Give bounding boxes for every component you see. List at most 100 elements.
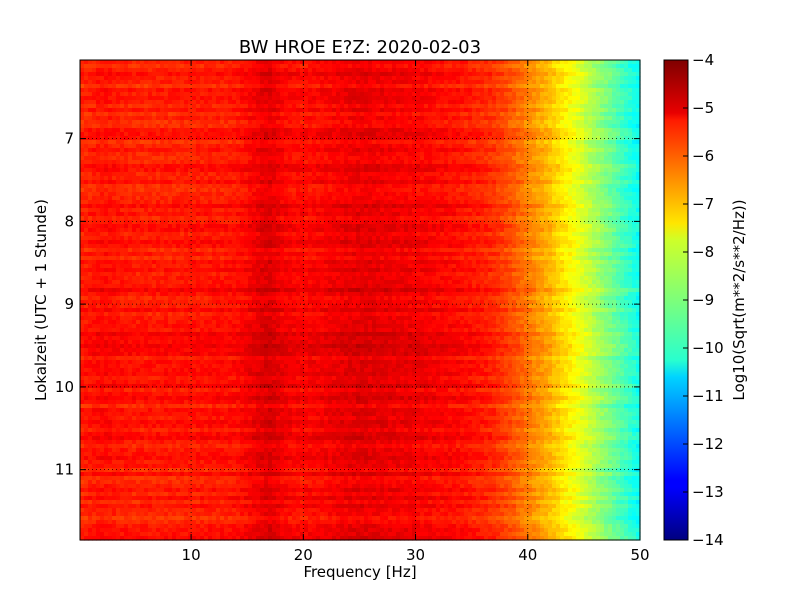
heatmap-cell bbox=[120, 156, 125, 161]
heatmap-cell bbox=[184, 196, 189, 201]
heatmap-cell bbox=[516, 92, 521, 97]
heatmap-cell bbox=[212, 164, 217, 169]
heatmap-cell bbox=[216, 108, 221, 113]
heatmap-cell bbox=[384, 76, 389, 81]
heatmap-cell bbox=[620, 152, 625, 157]
heatmap-cell bbox=[348, 188, 353, 193]
heatmap-cell bbox=[504, 60, 509, 65]
heatmap-cell bbox=[360, 168, 365, 173]
heatmap-cell bbox=[200, 140, 205, 145]
heatmap-cell bbox=[188, 120, 193, 125]
heatmap-cell bbox=[228, 160, 233, 165]
heatmap-cell bbox=[588, 196, 593, 201]
heatmap-cell bbox=[280, 148, 285, 153]
heatmap-cell bbox=[84, 92, 89, 97]
heatmap-cell bbox=[260, 168, 265, 173]
heatmap-cell bbox=[476, 112, 481, 117]
heatmap-cell bbox=[440, 180, 445, 185]
heatmap-cell bbox=[328, 136, 333, 141]
heatmap-cell bbox=[420, 180, 425, 185]
heatmap-cell bbox=[200, 164, 205, 169]
heatmap-cell bbox=[152, 120, 157, 125]
heatmap-cell bbox=[448, 144, 453, 149]
heatmap-cell bbox=[180, 184, 185, 189]
heatmap-cell bbox=[496, 96, 501, 101]
heatmap-cell bbox=[596, 72, 601, 77]
heatmap-cell bbox=[444, 140, 449, 145]
heatmap-cell bbox=[424, 112, 429, 117]
heatmap-cell bbox=[612, 108, 617, 113]
heatmap-cell bbox=[608, 76, 613, 81]
heatmap-cell bbox=[216, 120, 221, 125]
heatmap-cell bbox=[156, 136, 161, 141]
heatmap-cell bbox=[168, 108, 173, 113]
heatmap-cell bbox=[568, 152, 573, 157]
heatmap-cell bbox=[496, 188, 501, 193]
heatmap-cell bbox=[276, 104, 281, 109]
heatmap-cell bbox=[112, 148, 117, 153]
heatmap-cell bbox=[588, 108, 593, 113]
heatmap-cell bbox=[428, 148, 433, 153]
heatmap-cell bbox=[124, 172, 129, 177]
heatmap-cell bbox=[288, 120, 293, 125]
heatmap-cell bbox=[576, 152, 581, 157]
heatmap-cell bbox=[240, 168, 245, 173]
heatmap-cell bbox=[196, 168, 201, 173]
heatmap-cell bbox=[196, 192, 201, 197]
heatmap-cell bbox=[196, 156, 201, 161]
heatmap-cell bbox=[504, 140, 509, 145]
heatmap-cell bbox=[564, 148, 569, 153]
heatmap-cell bbox=[604, 116, 609, 121]
heatmap-cell bbox=[624, 76, 629, 81]
heatmap-cell bbox=[160, 188, 165, 193]
heatmap-cell bbox=[144, 96, 149, 101]
heatmap-cell bbox=[320, 124, 325, 129]
heatmap-cell bbox=[128, 148, 133, 153]
heatmap-cell bbox=[632, 84, 637, 89]
heatmap-cell bbox=[540, 184, 545, 189]
heatmap-cell bbox=[188, 156, 193, 161]
heatmap-cell bbox=[484, 148, 489, 153]
heatmap-cell bbox=[436, 188, 441, 193]
heatmap-cell bbox=[208, 64, 213, 69]
heatmap-cell bbox=[620, 68, 625, 73]
heatmap-cell bbox=[484, 112, 489, 117]
heatmap-cell bbox=[216, 176, 221, 181]
heatmap-cell bbox=[84, 116, 89, 121]
heatmap-cell bbox=[360, 148, 365, 153]
heatmap-cell bbox=[244, 128, 249, 133]
heatmap-cell bbox=[252, 188, 257, 193]
heatmap-cell bbox=[236, 148, 241, 153]
heatmap-cell bbox=[280, 76, 285, 81]
heatmap-cell bbox=[376, 76, 381, 81]
heatmap-cell bbox=[452, 144, 457, 149]
heatmap-cell bbox=[628, 84, 633, 89]
heatmap-cell bbox=[308, 152, 313, 157]
heatmap-cell bbox=[132, 128, 137, 133]
heatmap-cell bbox=[260, 196, 265, 201]
heatmap-cell bbox=[296, 196, 301, 201]
heatmap-cell bbox=[356, 200, 361, 205]
heatmap-cell bbox=[428, 200, 433, 205]
heatmap-cell bbox=[100, 164, 105, 169]
heatmap-cell bbox=[364, 168, 369, 173]
heatmap-cell bbox=[488, 100, 493, 105]
heatmap-cell bbox=[400, 140, 405, 145]
heatmap-cell bbox=[288, 144, 293, 149]
heatmap-cell bbox=[348, 76, 353, 81]
heatmap-cell bbox=[140, 192, 145, 197]
heatmap-cell bbox=[340, 196, 345, 201]
heatmap-cell bbox=[296, 200, 301, 205]
heatmap-cell bbox=[220, 120, 225, 125]
heatmap-cell bbox=[592, 180, 597, 185]
heatmap-cell bbox=[308, 168, 313, 173]
heatmap-cell bbox=[500, 156, 505, 161]
heatmap-cell bbox=[268, 80, 273, 85]
heatmap-cell bbox=[576, 136, 581, 141]
heatmap-cell bbox=[520, 196, 525, 201]
heatmap-cell bbox=[516, 136, 521, 141]
heatmap-cell bbox=[428, 120, 433, 125]
heatmap-cell bbox=[136, 108, 141, 113]
heatmap-cell bbox=[440, 160, 445, 165]
heatmap-cell bbox=[80, 76, 85, 81]
